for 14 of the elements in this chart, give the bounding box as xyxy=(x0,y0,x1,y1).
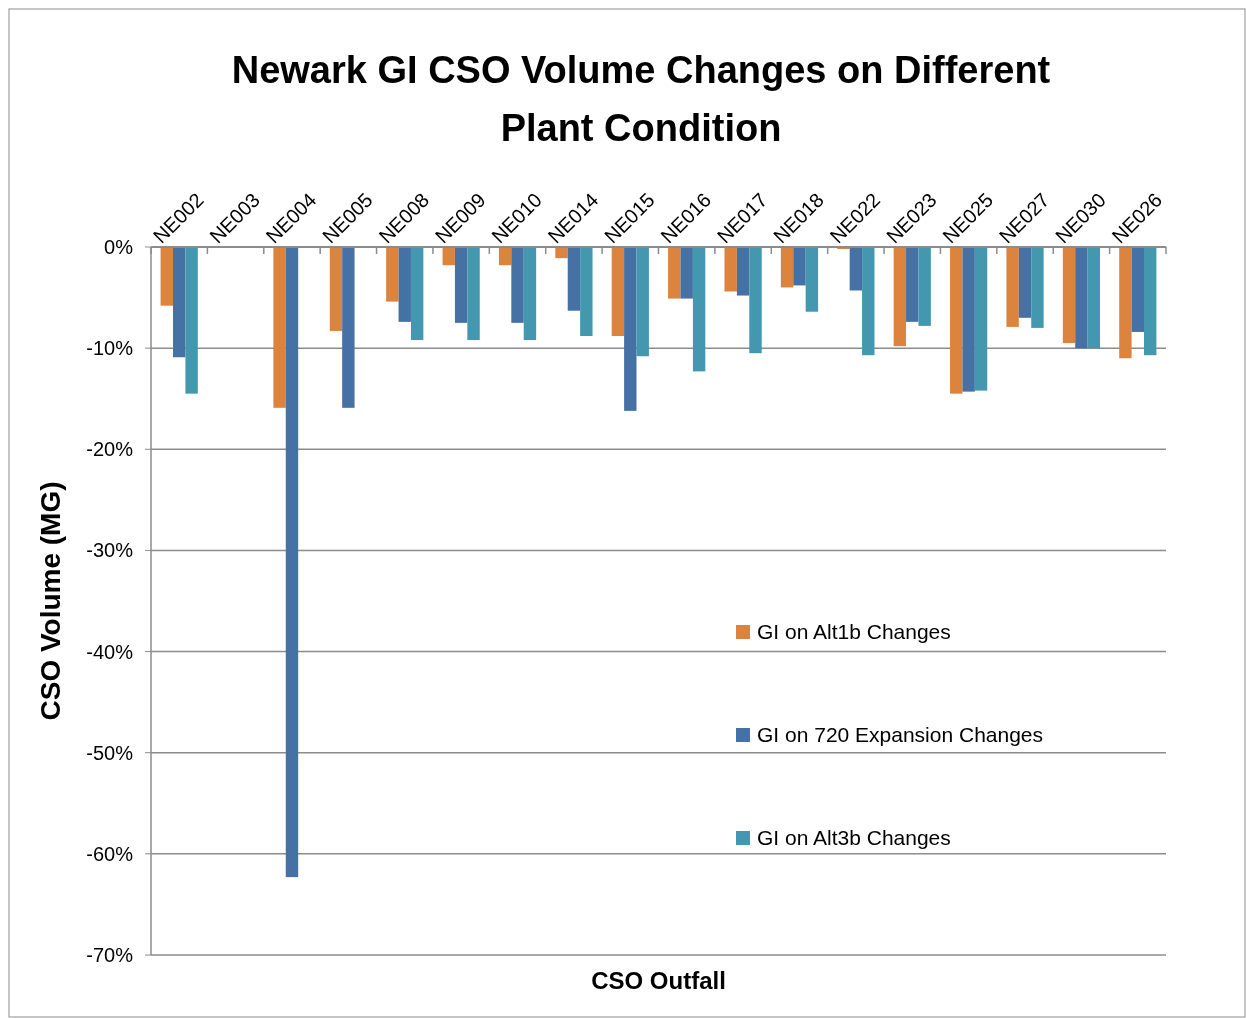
y-tick-label: -70% xyxy=(86,944,134,966)
y-tick-label: -50% xyxy=(86,741,134,764)
y-tick-label: -60% xyxy=(86,842,134,865)
legend-label: GI on 720 Expansion Changes xyxy=(757,723,1044,747)
y-tick-label: -40% xyxy=(86,640,134,663)
y-axis-title: CSO Volume (MG) xyxy=(35,481,66,721)
y-tick-label: 0% xyxy=(104,236,134,258)
y-tick-label: -30% xyxy=(86,539,134,562)
y-tick-label: -10% xyxy=(86,337,134,360)
x-axis-title: CSO Outfall xyxy=(591,967,726,994)
legend-label: GI on Alt3b Changes xyxy=(757,826,951,850)
chart-title: Newark GI CSO Volume Changes on Different Plant Condition xyxy=(231,49,1051,149)
y-tick-label: -20% xyxy=(86,438,134,461)
legend-label: GI on Alt1b Changes xyxy=(757,620,951,644)
